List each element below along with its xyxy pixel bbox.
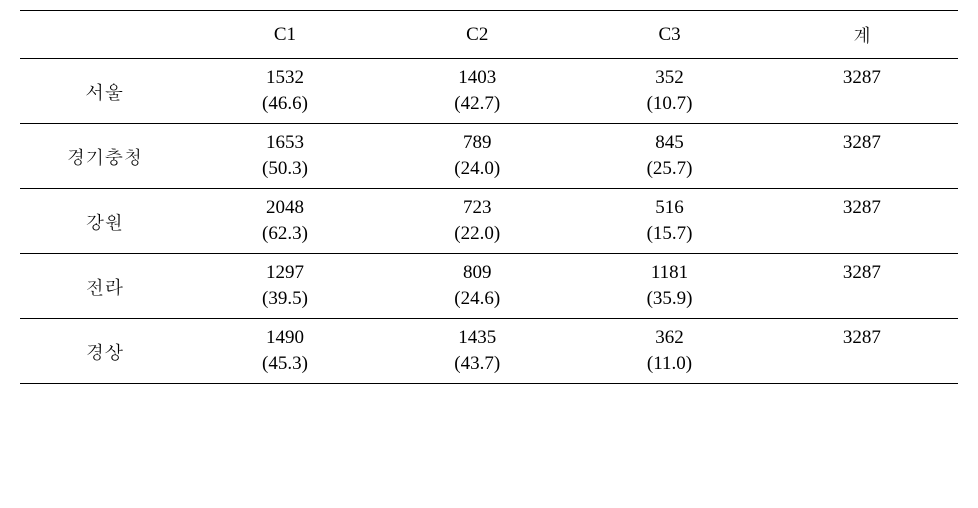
table-body: 서울 1532 1403 352 3287 (46.6) (42.7) (10.… (20, 59, 958, 384)
cell-empty (766, 221, 958, 254)
cell-value: 362 (573, 319, 765, 352)
cell-total: 3287 (766, 319, 958, 352)
cell-total: 3287 (766, 59, 958, 92)
header-row: C1 C2 C3 계 (20, 11, 958, 59)
cell-value: 1297 (189, 254, 381, 287)
table-row: 경상 1490 1435 362 3287 (20, 319, 958, 352)
cell-percent: (62.3) (189, 221, 381, 254)
cell-empty (766, 286, 958, 319)
row-label: 경상 (20, 319, 189, 384)
cell-percent: (39.5) (189, 286, 381, 319)
cell-value: 809 (381, 254, 573, 287)
cell-percent: (45.3) (189, 351, 381, 384)
cell-value: 845 (573, 124, 765, 157)
cell-percent: (42.7) (381, 91, 573, 124)
cell-percent: (43.7) (381, 351, 573, 384)
cell-value: 1653 (189, 124, 381, 157)
cell-percent: (22.0) (381, 221, 573, 254)
table-row: 전라 1297 809 1181 3287 (20, 254, 958, 287)
cell-percent: (15.7) (573, 221, 765, 254)
table-row: 경기충청 1653 789 845 3287 (20, 124, 958, 157)
cell-total: 3287 (766, 189, 958, 222)
cell-percent: (24.6) (381, 286, 573, 319)
cell-percent: (50.3) (189, 156, 381, 189)
cell-value: 1435 (381, 319, 573, 352)
cell-value: 1532 (189, 59, 381, 92)
cell-value: 516 (573, 189, 765, 222)
cell-percent: (24.0) (381, 156, 573, 189)
cell-percent: (10.7) (573, 91, 765, 124)
row-label: 서울 (20, 59, 189, 124)
cell-empty (766, 156, 958, 189)
header-total: 계 (766, 11, 958, 59)
cell-value: 1403 (381, 59, 573, 92)
cell-percent: (25.7) (573, 156, 765, 189)
cell-value: 352 (573, 59, 765, 92)
row-label: 경기충청 (20, 124, 189, 189)
cell-value: 2048 (189, 189, 381, 222)
cell-empty (766, 351, 958, 384)
data-table: C1 C2 C3 계 서울 1532 1403 352 3287 (46.6) … (20, 10, 958, 384)
table-row: 서울 1532 1403 352 3287 (20, 59, 958, 92)
table-row: 강원 2048 723 516 3287 (20, 189, 958, 222)
header-label-col (20, 11, 189, 59)
cell-total: 3287 (766, 124, 958, 157)
cell-percent: (46.6) (189, 91, 381, 124)
header-c1: C1 (189, 11, 381, 59)
cell-percent: (35.9) (573, 286, 765, 319)
cell-value: 1181 (573, 254, 765, 287)
header-c2: C2 (381, 11, 573, 59)
cell-value: 789 (381, 124, 573, 157)
cell-total: 3287 (766, 254, 958, 287)
row-label: 전라 (20, 254, 189, 319)
cell-value: 723 (381, 189, 573, 222)
cell-empty (766, 91, 958, 124)
header-c3: C3 (573, 11, 765, 59)
row-label: 강원 (20, 189, 189, 254)
cell-percent: (11.0) (573, 351, 765, 384)
cell-value: 1490 (189, 319, 381, 352)
